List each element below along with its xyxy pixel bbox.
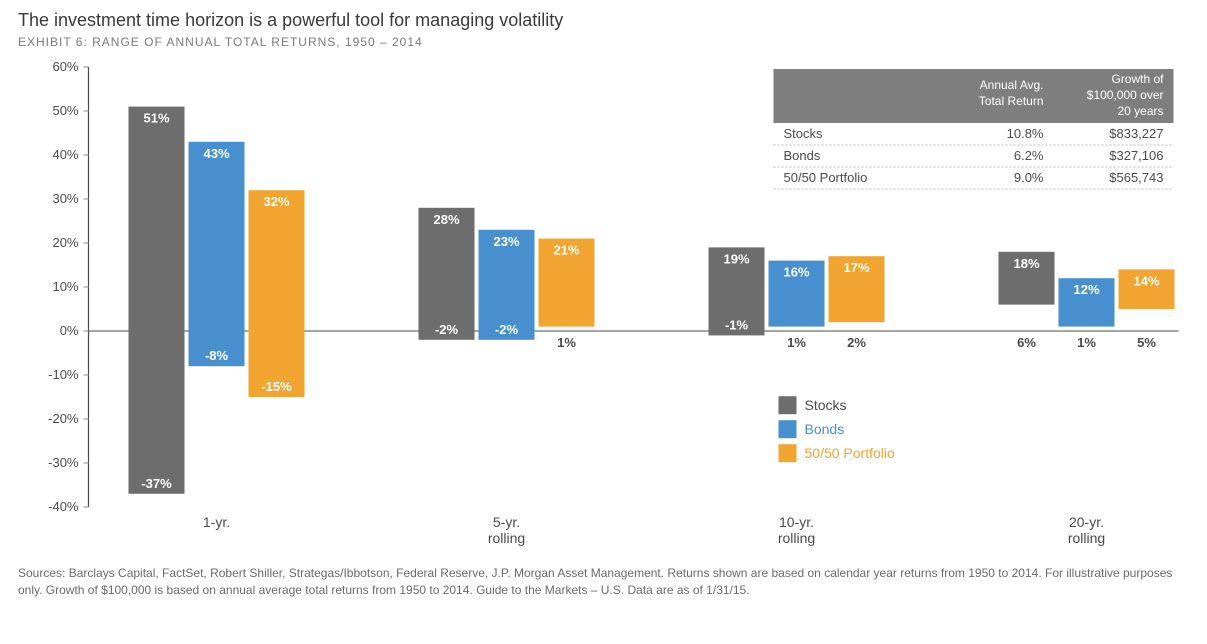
svg-text:19%: 19% bbox=[723, 251, 749, 266]
svg-text:Bonds: Bonds bbox=[805, 421, 845, 437]
svg-text:50/50 Portfolio: 50/50 Portfolio bbox=[784, 170, 868, 185]
svg-text:0%: 0% bbox=[60, 323, 79, 338]
chart-title: The investment time horizon is a powerfu… bbox=[18, 10, 1189, 31]
svg-text:18%: 18% bbox=[1013, 256, 1039, 271]
svg-text:Stocks: Stocks bbox=[784, 126, 824, 141]
svg-text:-10%: -10% bbox=[48, 367, 79, 382]
svg-text:1%: 1% bbox=[1077, 335, 1096, 350]
svg-text:-30%: -30% bbox=[48, 455, 79, 470]
svg-text:51%: 51% bbox=[143, 111, 169, 126]
svg-text:50/50 Portfolio: 50/50 Portfolio bbox=[805, 445, 895, 461]
svg-text:-2%: -2% bbox=[495, 322, 519, 337]
svg-text:-15%: -15% bbox=[261, 379, 292, 394]
svg-text:5%: 5% bbox=[1137, 335, 1156, 350]
svg-text:20%: 20% bbox=[52, 235, 78, 250]
svg-text:Total Return: Total Return bbox=[979, 94, 1044, 108]
svg-text:43%: 43% bbox=[203, 146, 229, 161]
svg-text:-2%: -2% bbox=[435, 322, 459, 337]
svg-text:40%: 40% bbox=[52, 147, 78, 162]
svg-text:10-yr.: 10-yr. bbox=[779, 514, 814, 530]
svg-text:1%: 1% bbox=[557, 335, 576, 350]
chart-area: -40% -30% -20% -10% 0% 10% 20% 30% 40% 50% 60% 51% -… bbox=[18, 57, 1189, 557]
svg-text:6%: 6% bbox=[1017, 335, 1036, 350]
svg-text:60%: 60% bbox=[52, 59, 78, 74]
svg-text:rolling: rolling bbox=[1068, 530, 1105, 546]
returns-range-chart: -40% -30% -20% -10% 0% 10% 20% 30% 40% 50% 60% 51% -… bbox=[18, 57, 1189, 557]
svg-text:21%: 21% bbox=[553, 243, 579, 258]
svg-text:rolling: rolling bbox=[778, 530, 815, 546]
svg-text:16%: 16% bbox=[783, 265, 809, 280]
svg-text:23%: 23% bbox=[493, 234, 519, 249]
chart-subtitle: EXHIBIT 6: RANGE OF ANNUAL TOTAL RETURNS… bbox=[18, 35, 1189, 49]
svg-text:Growth of: Growth of bbox=[1111, 72, 1164, 86]
svg-text:9.0%: 9.0% bbox=[1014, 170, 1044, 185]
svg-text:1-yr.: 1-yr. bbox=[203, 514, 230, 530]
svg-text:rolling: rolling bbox=[488, 530, 525, 546]
svg-text:-40%: -40% bbox=[48, 499, 79, 514]
svg-text:$100,000 over: $100,000 over bbox=[1087, 88, 1164, 102]
svg-text:Stocks: Stocks bbox=[805, 397, 847, 413]
svg-text:32%: 32% bbox=[263, 194, 289, 209]
svg-text:$565,743: $565,743 bbox=[1109, 170, 1163, 185]
svg-text:12%: 12% bbox=[1073, 282, 1099, 297]
svg-text:Annual Avg.: Annual Avg. bbox=[980, 78, 1044, 92]
svg-text:20 years: 20 years bbox=[1117, 104, 1163, 118]
svg-text:-1%: -1% bbox=[725, 317, 749, 332]
svg-text:30%: 30% bbox=[52, 191, 78, 206]
svg-text:-8%: -8% bbox=[205, 348, 229, 363]
svg-text:10%: 10% bbox=[52, 279, 78, 294]
svg-text:50%: 50% bbox=[52, 103, 78, 118]
svg-text:Bonds: Bonds bbox=[784, 148, 821, 163]
svg-text:1%: 1% bbox=[787, 335, 806, 350]
svg-text:$327,106: $327,106 bbox=[1109, 148, 1163, 163]
svg-text:14%: 14% bbox=[1133, 273, 1159, 288]
svg-text:-37%: -37% bbox=[141, 476, 172, 491]
svg-text:20-yr.: 20-yr. bbox=[1069, 514, 1104, 530]
svg-text:2%: 2% bbox=[847, 335, 866, 350]
svg-text:28%: 28% bbox=[433, 212, 459, 227]
chart-footnote: Sources: Barclays Capital, FactSet, Robe… bbox=[18, 565, 1189, 599]
svg-text:17%: 17% bbox=[843, 260, 869, 275]
svg-text:5-yr.: 5-yr. bbox=[493, 514, 520, 530]
svg-text:6.2%: 6.2% bbox=[1014, 148, 1044, 163]
svg-text:-20%: -20% bbox=[48, 411, 79, 426]
svg-text:$833,227: $833,227 bbox=[1109, 126, 1163, 141]
svg-text:10.8%: 10.8% bbox=[1007, 126, 1044, 141]
